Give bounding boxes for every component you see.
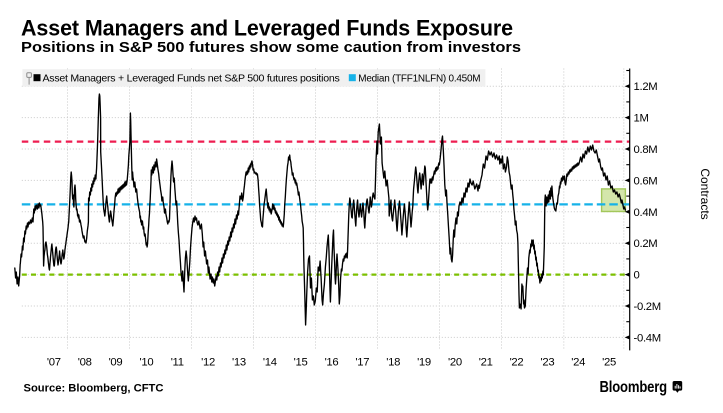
svg-text:'18: '18 — [386, 357, 400, 369]
svg-text:'24: '24 — [571, 357, 585, 369]
svg-text:0.8M: 0.8M — [634, 144, 658, 156]
svg-text:0.6M: 0.6M — [634, 175, 658, 187]
svg-text:Asset Managers and Leveraged F: Asset Managers and Leveraged Funds Expos… — [21, 16, 513, 41]
svg-text:'12: '12 — [201, 357, 215, 369]
svg-text:-0.2M: -0.2M — [634, 301, 661, 313]
svg-text:'13: '13 — [232, 357, 246, 369]
svg-text:0.2M: 0.2M — [634, 238, 658, 250]
svg-text:'15: '15 — [294, 357, 308, 369]
svg-text:'14: '14 — [263, 357, 277, 369]
svg-text:'22: '22 — [510, 357, 524, 369]
svg-text:Median (TFF1NLFN) 0.450M: Median (TFF1NLFN) 0.450M — [358, 74, 480, 85]
svg-text:Bloomberg: Bloomberg — [600, 379, 668, 396]
svg-text:Positions in S&P 500 futures s: Positions in S&P 500 futures show some c… — [21, 40, 521, 56]
svg-text:'07: '07 — [47, 357, 61, 369]
svg-text:'08: '08 — [78, 357, 92, 369]
svg-text:'25: '25 — [602, 357, 616, 369]
svg-text:'19: '19 — [417, 357, 431, 369]
svg-text:'20: '20 — [448, 357, 462, 369]
svg-text:0: 0 — [634, 270, 640, 282]
svg-text:1.2M: 1.2M — [634, 81, 658, 93]
svg-text:'09: '09 — [109, 357, 123, 369]
svg-text:Asset Managers + Leveraged Fun: Asset Managers + Leveraged Funds net S&P… — [43, 74, 340, 85]
svg-text:0.4M: 0.4M — [634, 207, 658, 219]
svg-text:1M: 1M — [634, 113, 649, 125]
svg-text:-0.4M: -0.4M — [634, 332, 661, 344]
svg-text:'23: '23 — [540, 357, 554, 369]
svg-text:'16: '16 — [325, 357, 339, 369]
svg-text:'17: '17 — [355, 357, 369, 369]
svg-text:Contracts: Contracts — [698, 168, 712, 219]
svg-text:'11: '11 — [171, 357, 184, 369]
svg-text:'21: '21 — [479, 357, 493, 369]
svg-text:Source: Bloomberg, CFTC: Source: Bloomberg, CFTC — [24, 383, 164, 395]
svg-text:'10: '10 — [139, 357, 153, 369]
